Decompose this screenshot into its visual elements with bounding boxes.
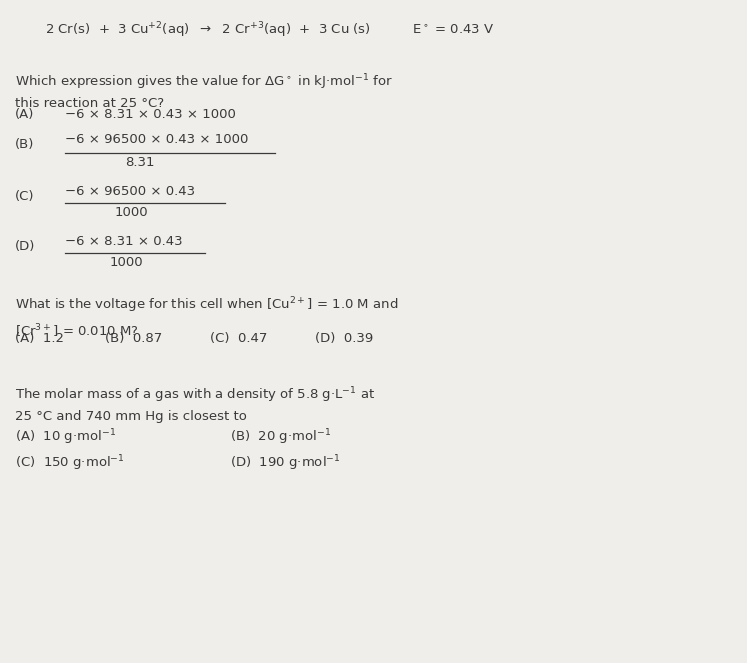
Text: −6 × 96500 × 0.43: −6 × 96500 × 0.43 <box>65 185 195 198</box>
Text: Which expression gives the value for $\mathregular{\Delta G^\circ}$ in kJ·mol$^{: Which expression gives the value for $\m… <box>15 72 393 110</box>
Text: (D): (D) <box>15 240 35 253</box>
Text: 8.31: 8.31 <box>125 156 155 169</box>
Text: (C)  0.47: (C) 0.47 <box>210 332 267 345</box>
Text: (A)  10 g·mol$^{-1}$: (A) 10 g·mol$^{-1}$ <box>15 427 116 447</box>
Text: (D)  0.39: (D) 0.39 <box>315 332 374 345</box>
Text: (A)  1.2: (A) 1.2 <box>15 332 64 345</box>
Text: (D)  190 g·mol$^{-1}$: (D) 190 g·mol$^{-1}$ <box>230 453 341 473</box>
Text: 1000: 1000 <box>110 256 143 269</box>
Text: (B): (B) <box>15 138 34 151</box>
Text: (A): (A) <box>15 108 34 121</box>
Text: What is the voltage for this cell when [Cu$^{2+}$] = 1.0 M and
[Cr$^{3+}$] = 0.0: What is the voltage for this cell when [… <box>15 295 398 339</box>
Text: (C)  150 g·mol$^{-1}$: (C) 150 g·mol$^{-1}$ <box>15 453 125 473</box>
Text: −6 × 96500 × 0.43 × 1000: −6 × 96500 × 0.43 × 1000 <box>65 133 248 146</box>
Text: The molar mass of a gas with a density of 5.8 g·L$^{-1}$ at
25 °C and 740 mm Hg : The molar mass of a gas with a density o… <box>15 385 375 423</box>
Text: −6 × 8.31 × 0.43 × 1000: −6 × 8.31 × 0.43 × 1000 <box>65 108 236 121</box>
Text: 2 Cr(s)  +  3 Cu$^{+2}$(aq)  $\rightarrow$  2 Cr$^{+3}$(aq)  +  3 Cu (s)        : 2 Cr(s) + 3 Cu$^{+2}$(aq) $\rightarrow$ … <box>45 20 495 40</box>
Text: −6 × 8.31 × 0.43: −6 × 8.31 × 0.43 <box>65 235 182 248</box>
Text: (C): (C) <box>15 190 34 203</box>
Text: (B)  20 g·mol$^{-1}$: (B) 20 g·mol$^{-1}$ <box>230 427 331 447</box>
Text: (B)  0.87: (B) 0.87 <box>105 332 162 345</box>
Text: 1000: 1000 <box>115 206 149 219</box>
